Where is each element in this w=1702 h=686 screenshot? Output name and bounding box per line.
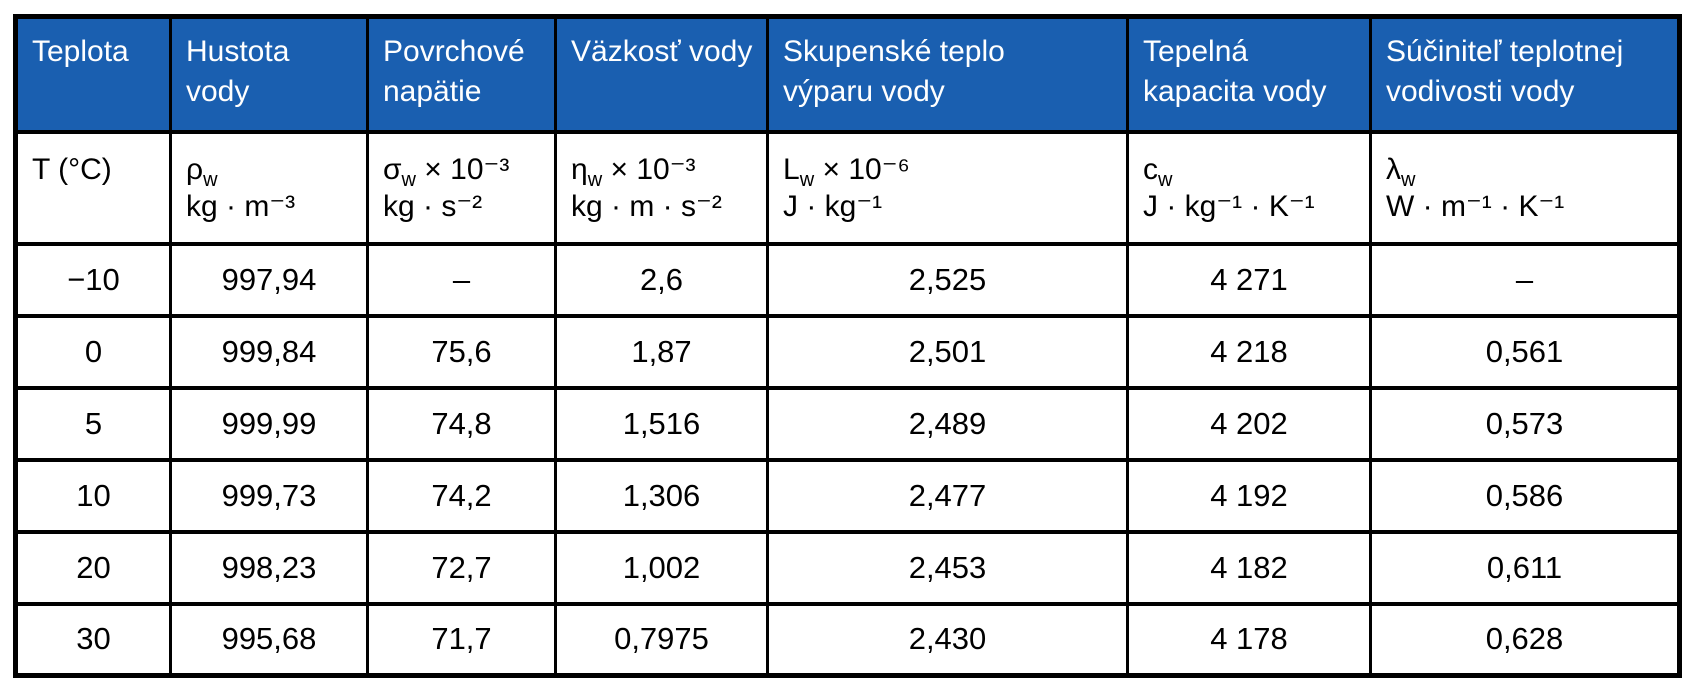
data-cell: 2,430 xyxy=(766,601,1129,678)
symbol-subscript: w xyxy=(203,168,218,191)
symbol-line: cw xyxy=(1143,151,1363,191)
symbol-multiplier: × 10⁻⁶ xyxy=(814,152,910,186)
symbol-subscript: w xyxy=(401,168,416,191)
data-cell: 0,628 xyxy=(1369,601,1681,678)
column-header-teplota: Teplota xyxy=(14,14,172,134)
unit-text: kg · m · s⁻² xyxy=(571,190,722,223)
data-cell: 2,501 xyxy=(766,313,1129,390)
symbol-subscript: w xyxy=(1401,168,1416,191)
data-cell: 2,6 xyxy=(554,241,769,318)
data-cell: 999,73 xyxy=(169,457,369,534)
water-properties-table: Teplota Hustota vody Povrchové napätie V… xyxy=(13,14,1682,678)
data-cell: 4 271 xyxy=(1126,241,1372,318)
table-row: −10 997,94 – 2,6 2,525 4 271 – xyxy=(14,241,1681,318)
data-cell: 2,525 xyxy=(766,241,1129,318)
units-cell-povrchove-napatie: σw × 10⁻³ kg · s⁻² xyxy=(366,129,557,246)
data-cell: – xyxy=(366,241,557,318)
units-cell-hustota: ρw kg · m⁻³ xyxy=(169,129,369,246)
symbol-multiplier: × 10⁻³ xyxy=(415,152,510,186)
symbol-line: ηw × 10⁻³ xyxy=(571,151,760,191)
data-cell: 20 xyxy=(14,529,172,606)
symbol: λ xyxy=(1386,152,1401,186)
symbol-subscript: w xyxy=(799,168,815,191)
data-cell: – xyxy=(1369,241,1681,318)
data-cell: 1,87 xyxy=(554,313,769,390)
units-cell-tepelna-kapacita: cw J · kg⁻¹ · K⁻¹ xyxy=(1126,129,1372,246)
column-header-vazkost-vody: Väzkosť vody xyxy=(554,14,769,134)
data-cell: 0,7975 xyxy=(554,601,769,678)
symbol: σ xyxy=(383,152,402,186)
unit-text: J · kg⁻¹ · K⁻¹ xyxy=(1143,190,1315,223)
data-cell: 74,8 xyxy=(366,385,557,462)
symbol-line: λw xyxy=(1386,151,1671,191)
units-cell-teplota: T (°C) xyxy=(14,129,172,246)
data-cell: 4 202 xyxy=(1126,385,1372,462)
symbol-line: ρw xyxy=(186,151,360,191)
data-cell: 75,6 xyxy=(366,313,557,390)
symbol: c xyxy=(1143,152,1158,186)
header-row: Teplota Hustota vody Povrchové napätie V… xyxy=(14,14,1681,134)
symbol: L xyxy=(783,152,800,186)
data-cell: 999,99 xyxy=(169,385,369,462)
units-row: T (°C) ρw kg · m⁻³ σw × 10⁻³ kg · s⁻² ηw… xyxy=(14,129,1681,246)
symbol: T (°C) xyxy=(32,152,112,186)
symbol-subscript: w xyxy=(1158,168,1173,191)
table-row: 0 999,84 75,6 1,87 2,501 4 218 0,561 xyxy=(14,313,1681,390)
column-header-povrchove-napatie: Povrchové napätie xyxy=(366,14,557,134)
unit-text: kg · s⁻² xyxy=(383,190,483,223)
unit-text: J · kg⁻¹ xyxy=(783,190,883,223)
data-cell: 2,477 xyxy=(766,457,1129,534)
data-cell: 995,68 xyxy=(169,601,369,678)
data-cell: 0,573 xyxy=(1369,385,1681,462)
table-row: 10 999,73 74,2 1,306 2,477 4 192 0,586 xyxy=(14,457,1681,534)
data-cell: 71,7 xyxy=(366,601,557,678)
data-cell: 72,7 xyxy=(366,529,557,606)
data-cell: 998,23 xyxy=(169,529,369,606)
data-cell: 30 xyxy=(14,601,172,678)
data-cell: 1,516 xyxy=(554,385,769,462)
symbol: η xyxy=(571,152,588,186)
data-cell: 1,306 xyxy=(554,457,769,534)
data-cell: 1,002 xyxy=(554,529,769,606)
data-cell: 2,489 xyxy=(766,385,1129,462)
column-header-sucinitel-vodivosti: Súčiniteľ teplotnej vodivosti vody xyxy=(1369,14,1681,134)
unit-text: kg · m⁻³ xyxy=(186,190,296,223)
table-row: 5 999,99 74,8 1,516 2,489 4 202 0,573 xyxy=(14,385,1681,462)
data-cell: 74,2 xyxy=(366,457,557,534)
data-cell: 5 xyxy=(14,385,172,462)
units-cell-vazkost: ηw × 10⁻³ kg · m · s⁻² xyxy=(554,129,769,246)
column-header-hustota-vody: Hustota vody xyxy=(169,14,369,134)
symbol-line: T (°C) xyxy=(32,151,163,189)
data-cell: 0,586 xyxy=(1369,457,1681,534)
data-cell: 4 178 xyxy=(1126,601,1372,678)
data-cell: 0,561 xyxy=(1369,313,1681,390)
units-cell-skupenske-teplo: Lw × 10⁻⁶ J · kg⁻¹ xyxy=(766,129,1129,246)
data-cell: 4 182 xyxy=(1126,529,1372,606)
data-cell: 999,84 xyxy=(169,313,369,390)
data-cell: 0 xyxy=(14,313,172,390)
data-cell: −10 xyxy=(14,241,172,318)
column-header-tepelna-kapacita: Tepelná kapacita vody xyxy=(1126,14,1372,134)
unit-text: W · m⁻¹ · K⁻¹ xyxy=(1386,190,1565,223)
data-cell: 4 192 xyxy=(1126,457,1372,534)
units-cell-sucinitel: λw W · m⁻¹ · K⁻¹ xyxy=(1369,129,1681,246)
symbol-multiplier: × 10⁻³ xyxy=(602,152,696,186)
data-cell: 4 218 xyxy=(1126,313,1372,390)
data-cell: 10 xyxy=(14,457,172,534)
data-cell: 0,611 xyxy=(1369,529,1681,606)
data-cell: 997,94 xyxy=(169,241,369,318)
table-row: 30 995,68 71,7 0,7975 2,430 4 178 0,628 xyxy=(14,601,1681,678)
symbol-line: σw × 10⁻³ xyxy=(383,151,548,191)
data-cell: 2,453 xyxy=(766,529,1129,606)
column-header-skupenske-teplo: Skupenské teplo výparu vody xyxy=(766,14,1129,134)
symbol-line: Lw × 10⁻⁶ xyxy=(783,151,1120,191)
symbol: ρ xyxy=(186,152,204,186)
symbol-subscript: w xyxy=(587,168,603,191)
table-row: 20 998,23 72,7 1,002 2,453 4 182 0,611 xyxy=(14,529,1681,606)
